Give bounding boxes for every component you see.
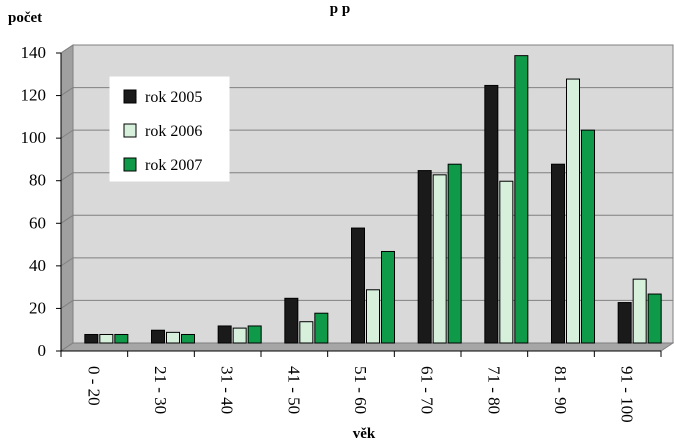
- gridline-side: [60, 257, 74, 267]
- bar: [417, 170, 432, 344]
- gridline-side: [60, 300, 74, 309]
- legend-swatch: [123, 89, 137, 104]
- y-tick-label: 100: [21, 128, 47, 147]
- bar: [351, 227, 365, 344]
- x-axis-title: věk: [353, 426, 376, 442]
- bar: [447, 163, 462, 344]
- gridline-side: [60, 214, 74, 224]
- y-tick-label: 120: [21, 86, 47, 105]
- bar: [366, 289, 380, 344]
- legend-label: rok 2006: [145, 123, 202, 140]
- x-tick-label: 71 - 80: [484, 366, 503, 414]
- y-tick-label: 40: [29, 256, 46, 275]
- bar: [166, 331, 180, 344]
- gridline-side: [60, 87, 74, 96]
- legend-label: rok 2007: [145, 157, 202, 174]
- x-tick-label: 61 - 70: [418, 366, 437, 414]
- y-tick-label: 140: [21, 43, 47, 62]
- x-tick-label: 0 - 20: [84, 366, 103, 406]
- x-tick-label: 21 - 30: [151, 366, 170, 414]
- y-tick-label: 60: [29, 213, 46, 232]
- bar: [381, 250, 395, 344]
- bar: [484, 84, 499, 344]
- y-axis-title: počet: [8, 10, 42, 26]
- legend: rok 2005 rok 2006 rok 2007: [109, 76, 230, 182]
- plot-wall-side: [60, 44, 74, 352]
- x-tick-label: 91 - 100: [618, 366, 637, 423]
- chart-title: p p: [330, 1, 350, 17]
- bar: [284, 297, 299, 344]
- x-tick-label: 81 - 90: [551, 366, 570, 414]
- bar: [514, 55, 529, 344]
- bar: [551, 163, 565, 344]
- bar: [617, 302, 632, 344]
- x-axis-ticks: 0 - 20 21 - 30 31 - 40 41 - 50 51 - 60 61 - 7…: [60, 350, 662, 423]
- gridline-side: [60, 44, 74, 54]
- bar: [114, 333, 129, 344]
- bar: [647, 293, 662, 344]
- bar: [314, 312, 329, 344]
- bar: [299, 321, 314, 344]
- bar: [232, 327, 247, 344]
- bar: [84, 333, 99, 344]
- bar: [151, 329, 165, 344]
- bar: [566, 78, 580, 344]
- bar: [581, 129, 595, 344]
- y-axis-ticks: 0 20 40 60 80 100 120 140: [21, 43, 62, 360]
- legend-label: rok 2005: [145, 89, 202, 106]
- plot-floor: [59, 342, 674, 352]
- bar: [247, 325, 262, 344]
- x-tick-label: 31 - 40: [218, 366, 237, 414]
- x-tick-label: 51 - 60: [351, 366, 370, 414]
- bar: [632, 278, 647, 344]
- bar: [217, 325, 232, 344]
- bar: [499, 180, 514, 344]
- y-tick-label: 0: [38, 341, 47, 360]
- legend-swatch: [123, 123, 137, 138]
- bars: [84, 55, 662, 344]
- legend-swatch: [123, 157, 137, 172]
- y-tick-label: 80: [29, 171, 46, 190]
- gridline-side: [60, 129, 74, 139]
- y-tick-label: 20: [29, 298, 46, 317]
- x-tick-label: 41 - 50: [284, 366, 303, 414]
- gridline-side: [60, 172, 74, 182]
- bar: [99, 333, 114, 344]
- bar: [432, 174, 447, 344]
- bar: [181, 333, 195, 344]
